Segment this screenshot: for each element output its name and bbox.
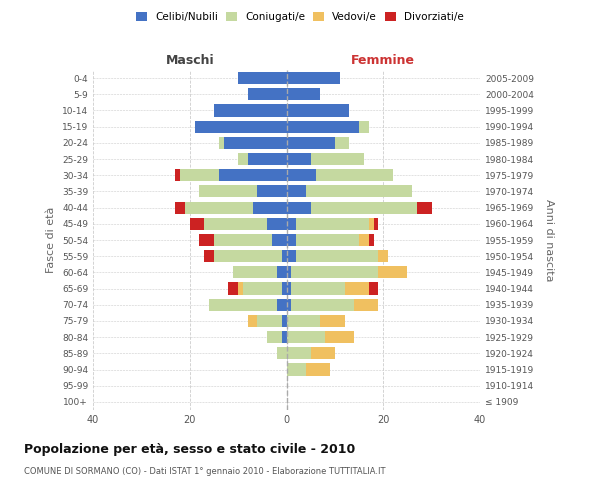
Bar	[359, 120, 369, 132]
Bar	[214, 104, 287, 117]
Bar	[287, 202, 311, 213]
Bar	[257, 186, 287, 198]
Bar	[287, 266, 292, 278]
Bar	[325, 331, 354, 343]
Bar	[272, 234, 287, 246]
Text: Femmine: Femmine	[351, 54, 415, 68]
Bar	[287, 104, 349, 117]
Bar	[219, 137, 224, 149]
Bar	[287, 298, 292, 311]
Bar	[311, 153, 364, 165]
Bar	[214, 250, 281, 262]
Bar	[306, 364, 330, 376]
Bar	[238, 153, 248, 165]
Bar	[238, 282, 243, 294]
Bar	[311, 348, 335, 360]
Bar	[287, 153, 311, 165]
Bar	[369, 218, 374, 230]
Text: Popolazione per età, sesso e stato civile - 2010: Popolazione per età, sesso e stato civil…	[24, 442, 355, 456]
Bar	[233, 266, 277, 278]
Bar	[379, 266, 407, 278]
Bar	[306, 186, 412, 198]
Bar	[194, 120, 287, 132]
Bar	[287, 331, 325, 343]
Bar	[277, 266, 287, 278]
Bar	[369, 234, 374, 246]
Bar	[175, 202, 185, 213]
Bar	[359, 234, 369, 246]
Bar	[287, 250, 296, 262]
Bar	[287, 234, 296, 246]
Y-axis label: Anni di nascita: Anni di nascita	[544, 198, 554, 281]
Bar	[287, 169, 316, 181]
Bar	[224, 137, 287, 149]
Bar	[253, 202, 287, 213]
Bar	[417, 202, 431, 213]
Bar	[248, 88, 287, 101]
Bar	[292, 298, 354, 311]
Bar	[277, 348, 287, 360]
Bar	[311, 202, 417, 213]
Bar	[199, 234, 214, 246]
Bar	[214, 234, 272, 246]
Text: COMUNE DI SORMANO (CO) - Dati ISTAT 1° gennaio 2010 - Elaborazione TUTTITALIA.IT: COMUNE DI SORMANO (CO) - Dati ISTAT 1° g…	[24, 468, 386, 476]
Bar	[281, 282, 287, 294]
Bar	[287, 282, 292, 294]
Bar	[354, 298, 379, 311]
Bar	[204, 250, 214, 262]
Bar	[281, 250, 287, 262]
Bar	[199, 186, 257, 198]
Bar	[287, 137, 335, 149]
Bar	[257, 315, 281, 327]
Bar	[292, 266, 379, 278]
Bar	[292, 282, 344, 294]
Bar	[281, 331, 287, 343]
Bar	[316, 169, 393, 181]
Bar	[335, 137, 349, 149]
Bar	[287, 348, 311, 360]
Bar	[287, 72, 340, 84]
Bar	[180, 169, 219, 181]
Text: Maschi: Maschi	[166, 54, 214, 68]
Bar	[287, 218, 296, 230]
Bar	[175, 169, 180, 181]
Bar	[248, 153, 287, 165]
Bar	[281, 315, 287, 327]
Bar	[248, 315, 257, 327]
Bar	[287, 186, 306, 198]
Bar	[277, 298, 287, 311]
Bar	[296, 250, 379, 262]
Bar	[369, 282, 379, 294]
Bar	[219, 169, 287, 181]
Bar	[287, 120, 359, 132]
Bar	[229, 282, 238, 294]
Bar	[243, 282, 281, 294]
Bar	[238, 72, 287, 84]
Y-axis label: Fasce di età: Fasce di età	[46, 207, 56, 273]
Bar	[190, 218, 204, 230]
Bar	[287, 364, 306, 376]
Bar	[267, 331, 281, 343]
Bar	[209, 298, 277, 311]
Bar	[204, 218, 267, 230]
Bar	[185, 202, 253, 213]
Bar	[344, 282, 369, 294]
Bar	[267, 218, 287, 230]
Bar	[287, 315, 320, 327]
Legend: Celibi/Nubili, Coniugati/e, Vedovi/e, Divorziati/e: Celibi/Nubili, Coniugati/e, Vedovi/e, Di…	[132, 8, 468, 26]
Bar	[296, 218, 369, 230]
Bar	[296, 234, 359, 246]
Bar	[320, 315, 344, 327]
Bar	[287, 88, 320, 101]
Bar	[379, 250, 388, 262]
Bar	[374, 218, 379, 230]
